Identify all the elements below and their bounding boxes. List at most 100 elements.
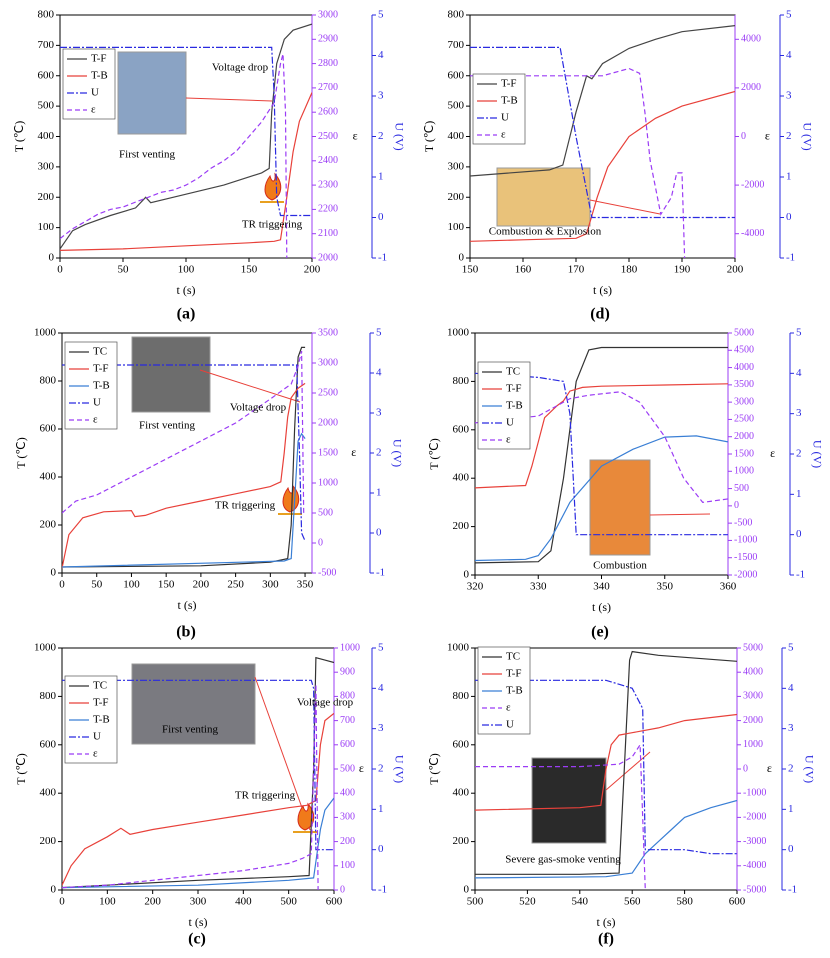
y-axis-label: T (℃) xyxy=(12,121,26,153)
y-tick-label: 100 xyxy=(448,221,465,233)
x-tick-label: 200 xyxy=(304,264,321,276)
y2-tick-label: -2000 xyxy=(743,812,766,823)
legend-label: TC xyxy=(506,366,520,378)
y2-tick-label: 500 xyxy=(340,763,355,774)
y3-tick-label: -1 xyxy=(378,252,387,264)
y-tick-label: 1000 xyxy=(447,642,470,654)
series-line xyxy=(60,53,288,258)
y-tick-label: 300 xyxy=(448,160,465,172)
x-axis-label: t (s) xyxy=(177,283,196,297)
legend-label: T-B xyxy=(506,400,523,412)
y-tick-label: 100 xyxy=(38,221,55,233)
y3-tick-label: 2 xyxy=(786,130,792,142)
y2-tick-label: -5000 xyxy=(743,884,766,895)
y3-tick-label: 5 xyxy=(786,9,792,21)
legend-label: ε xyxy=(93,748,98,760)
series-line xyxy=(475,435,728,562)
x-tick-label: 200 xyxy=(193,579,210,591)
y2-tick-label: 2200 xyxy=(318,204,338,215)
x-tick-label: 350 xyxy=(297,579,314,591)
x-tick-label: 560 xyxy=(624,896,641,908)
arrow xyxy=(605,751,651,791)
arrow xyxy=(254,676,311,831)
x-tick-label: 180 xyxy=(621,264,638,276)
y-tick-label: 200 xyxy=(40,835,57,847)
y2-tick-label: -2000 xyxy=(734,569,757,580)
y2-tick-label: 3500 xyxy=(734,379,754,390)
y2-tick-label: 2000 xyxy=(318,417,338,428)
y3-tick-label: 1 xyxy=(786,171,792,183)
y2-tick-label: 2500 xyxy=(318,131,338,142)
y2-tick-label: -3000 xyxy=(743,836,766,847)
series-line xyxy=(475,799,737,879)
y3-axis-label: U (V) xyxy=(392,122,406,150)
y2-tick-label: 1500 xyxy=(318,447,338,458)
x-tick-label: 300 xyxy=(262,579,279,591)
y2-tick-label: 1000 xyxy=(318,477,338,488)
y2-tick-label: -1000 xyxy=(743,787,766,798)
y2-tick-label: 0 xyxy=(734,500,739,511)
y3-tick-label: 0 xyxy=(796,528,802,540)
y3-tick-label: 1 xyxy=(378,803,384,815)
y-axis-label: T (℃) xyxy=(427,438,441,470)
y3-tick-label: -1 xyxy=(796,569,805,581)
series-line xyxy=(62,432,306,568)
y3-tick-label: 1 xyxy=(796,488,802,500)
x-tick-label: 200 xyxy=(727,264,744,276)
y2-tick-label: 500 xyxy=(318,507,333,518)
x-tick-label: 500 xyxy=(280,896,297,908)
x-tick-label: 190 xyxy=(674,264,691,276)
y3-tick-label: 0 xyxy=(378,211,384,223)
y-tick-label: 200 xyxy=(448,191,465,203)
photo xyxy=(496,167,591,227)
legend-label: TC xyxy=(93,346,107,358)
y2-axis-label: ε xyxy=(359,761,364,775)
x-tick-label: 100 xyxy=(123,579,140,591)
y3-tick-label: -1 xyxy=(786,252,795,264)
y3-tick-label: -1 xyxy=(788,884,797,896)
y3-axis-label: U (V) xyxy=(390,439,404,467)
x-tick-label: 50 xyxy=(91,579,103,591)
y3-tick-label: 5 xyxy=(378,642,384,654)
x-tick-label: 330 xyxy=(530,581,547,593)
legend-label: ε xyxy=(93,414,98,426)
flame-icon xyxy=(264,172,282,201)
y-tick-label: 400 xyxy=(453,472,470,484)
y2-tick-label: 3000 xyxy=(318,357,338,368)
y3-tick-label: 4 xyxy=(786,49,792,61)
annotation: TR triggering xyxy=(215,500,276,512)
y-tick-label: 400 xyxy=(448,130,465,142)
legend-label: ε xyxy=(91,104,96,116)
legend-label: TC xyxy=(506,651,520,663)
y3-tick-label: 4 xyxy=(788,682,794,694)
y-tick-label: 200 xyxy=(40,519,57,531)
y3-axis-label: U (V) xyxy=(800,122,814,150)
y2-tick-label: 0 xyxy=(318,537,323,548)
series-line xyxy=(475,679,737,855)
annotation: Voltage drop xyxy=(297,697,354,709)
y2-tick-label: 2000 xyxy=(741,82,761,93)
legend-label: ε xyxy=(506,434,511,446)
y2-tick-label: 2500 xyxy=(734,414,754,425)
y-axis-label: T (℃) xyxy=(427,753,441,785)
y3-tick-label: 2 xyxy=(378,763,384,775)
annotation: Voltage drop xyxy=(212,62,269,74)
x-axis-label: t (s) xyxy=(592,600,611,614)
y-tick-label: 400 xyxy=(40,471,57,483)
y2-tick-label: 2000 xyxy=(318,252,338,263)
series-line xyxy=(475,650,737,875)
y2-tick-label: 2800 xyxy=(318,58,338,69)
y-tick-label: 1000 xyxy=(34,642,57,654)
legend-label: ε xyxy=(501,129,506,141)
y3-tick-label: 4 xyxy=(796,367,802,379)
x-tick-label: 340 xyxy=(593,581,610,593)
panel-caption: (b) xyxy=(176,624,196,641)
y2-tick-label: 600 xyxy=(340,739,355,750)
series-line xyxy=(475,383,728,489)
series-line xyxy=(62,350,305,514)
y-tick-label: 0 xyxy=(459,252,465,264)
x-tick-label: 0 xyxy=(57,264,63,276)
legend-label: T-B xyxy=(93,714,110,726)
